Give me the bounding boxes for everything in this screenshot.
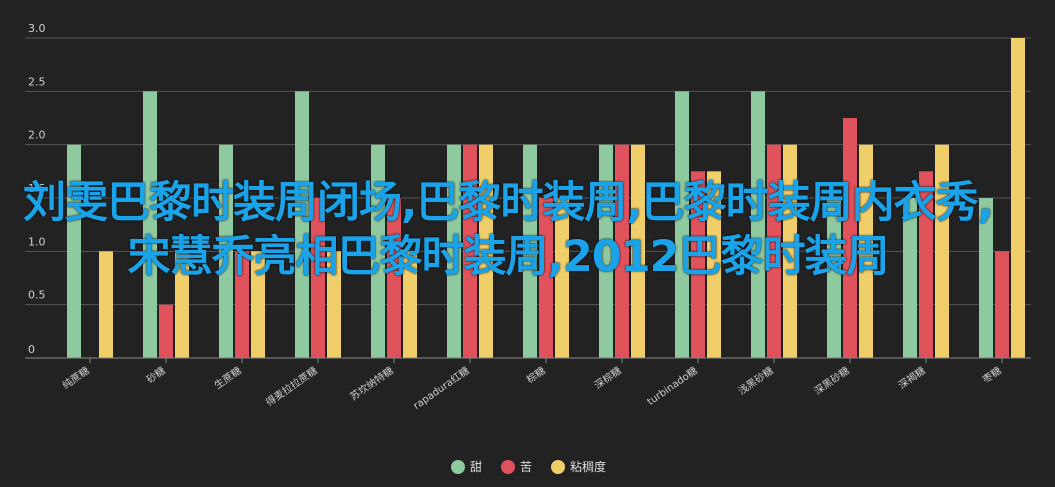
x-tick-label: 深褐糖: [896, 364, 928, 392]
bar-粘稠度-棕糖: [555, 198, 569, 358]
bar-甜-棕糖: [523, 144, 537, 358]
bar-粘稠度-turbinado糖: [707, 171, 721, 358]
bar-粘稠度-枣糖: [1011, 38, 1025, 358]
bar-甜-深褐糖: [903, 198, 917, 358]
bar-苦-枣糖: [995, 251, 1009, 358]
bar-甜-生蔗糖: [219, 144, 233, 358]
bar-甜-深黑砂糖: [827, 198, 841, 358]
bar-苦-苏坎纳特糖: [387, 198, 401, 358]
bar-甜-纯蔗糖: [67, 144, 81, 358]
legend-label: 甜: [470, 460, 482, 474]
bar-甜-砂糖: [143, 91, 157, 358]
legend: 甜 苦 粘稠度: [451, 459, 606, 474]
bar-甜-rapadura红糖: [447, 144, 461, 358]
bar-甜-苏坎纳特糖: [371, 144, 385, 358]
legend-swatch: [451, 460, 465, 474]
bar-粘稠度-浅黑砂糖: [783, 144, 797, 358]
bar-粘稠度-砂糖: [175, 251, 189, 358]
x-tick-label: rapadura红糖: [410, 364, 471, 412]
x-tick-label: 浅黑砂糖: [735, 364, 775, 398]
bar-甜-得麦拉拉蔗糖: [295, 91, 309, 358]
bar-粘稠度-苏坎纳特糖: [403, 251, 417, 358]
bar-粘稠度-纯蔗糖: [99, 251, 113, 358]
bar-苦-生蔗糖: [235, 251, 249, 358]
bar-苦-浅黑砂糖: [767, 144, 781, 358]
bar-苦-深黑砂糖: [843, 118, 857, 358]
bar-甜-枣糖: [979, 198, 993, 358]
bar-粘稠度-得麦拉拉蔗糖: [327, 251, 341, 358]
x-tick-label: 砂糖: [144, 364, 168, 386]
bar-苦-turbinado糖: [691, 171, 705, 358]
x-axis-ticks: 纯蔗糖 砂糖 生蔗糖 得麦拉拉蔗糖 苏坎纳特糖 rapadura红糖 棕糖 深棕糖 turbin…: [60, 358, 1004, 412]
x-tick-label: 苏坎纳特糖: [347, 364, 395, 403]
bar-粘稠度-深褐糖: [935, 144, 949, 358]
y-tick-label: 2.5: [28, 75, 46, 88]
x-tick-label: 深黑砂糖: [811, 364, 851, 398]
y-tick-label: 2.0: [28, 129, 46, 142]
bars: [67, 38, 1025, 358]
y-tick-label: 3.0: [28, 22, 46, 35]
bar-粘稠度-深棕糖: [631, 144, 645, 358]
bar-甜-turbinado糖: [675, 91, 689, 358]
x-tick-label: 深棕糖: [592, 364, 624, 392]
bar-甜-深棕糖: [599, 144, 613, 358]
y-axis-ticks: 0 0.5 1.0 1.5 2.0 2.5 3.0: [28, 22, 46, 356]
bar-苦-棕糖: [539, 198, 553, 358]
y-tick-label: 0.5: [28, 289, 46, 302]
bar-粘稠度-rapadura红糖: [479, 144, 493, 358]
bar-粘稠度-生蔗糖: [251, 251, 265, 358]
x-tick-label: 得麦拉拉蔗糖: [263, 364, 320, 409]
x-tick-label: turbinado糖: [644, 364, 699, 408]
y-tick-label: 1.0: [28, 235, 46, 248]
bar-苦-深褐糖: [919, 171, 933, 358]
bar-甜-浅黑砂糖: [751, 91, 765, 358]
legend-swatch: [501, 460, 515, 474]
y-tick-label: 0: [28, 343, 35, 356]
legend-label: 粘稠度: [570, 459, 606, 474]
x-tick-label: 纯蔗糖: [60, 364, 92, 392]
bar-粘稠度-深黑砂糖: [859, 144, 873, 358]
bar-苦-深棕糖: [615, 144, 629, 358]
legend-swatch: [551, 460, 565, 474]
x-tick-label: 枣糖: [980, 364, 1004, 386]
bar-苦-砂糖: [159, 304, 173, 358]
y-tick-label: 1.5: [28, 182, 46, 195]
bar-苦-得麦拉拉蔗糖: [311, 198, 325, 358]
x-tick-label: 生蔗糖: [212, 364, 244, 392]
x-tick-label: 棕糖: [524, 364, 548, 386]
legend-label: 苦: [520, 460, 532, 474]
bar-苦-rapadura红糖: [463, 144, 477, 358]
